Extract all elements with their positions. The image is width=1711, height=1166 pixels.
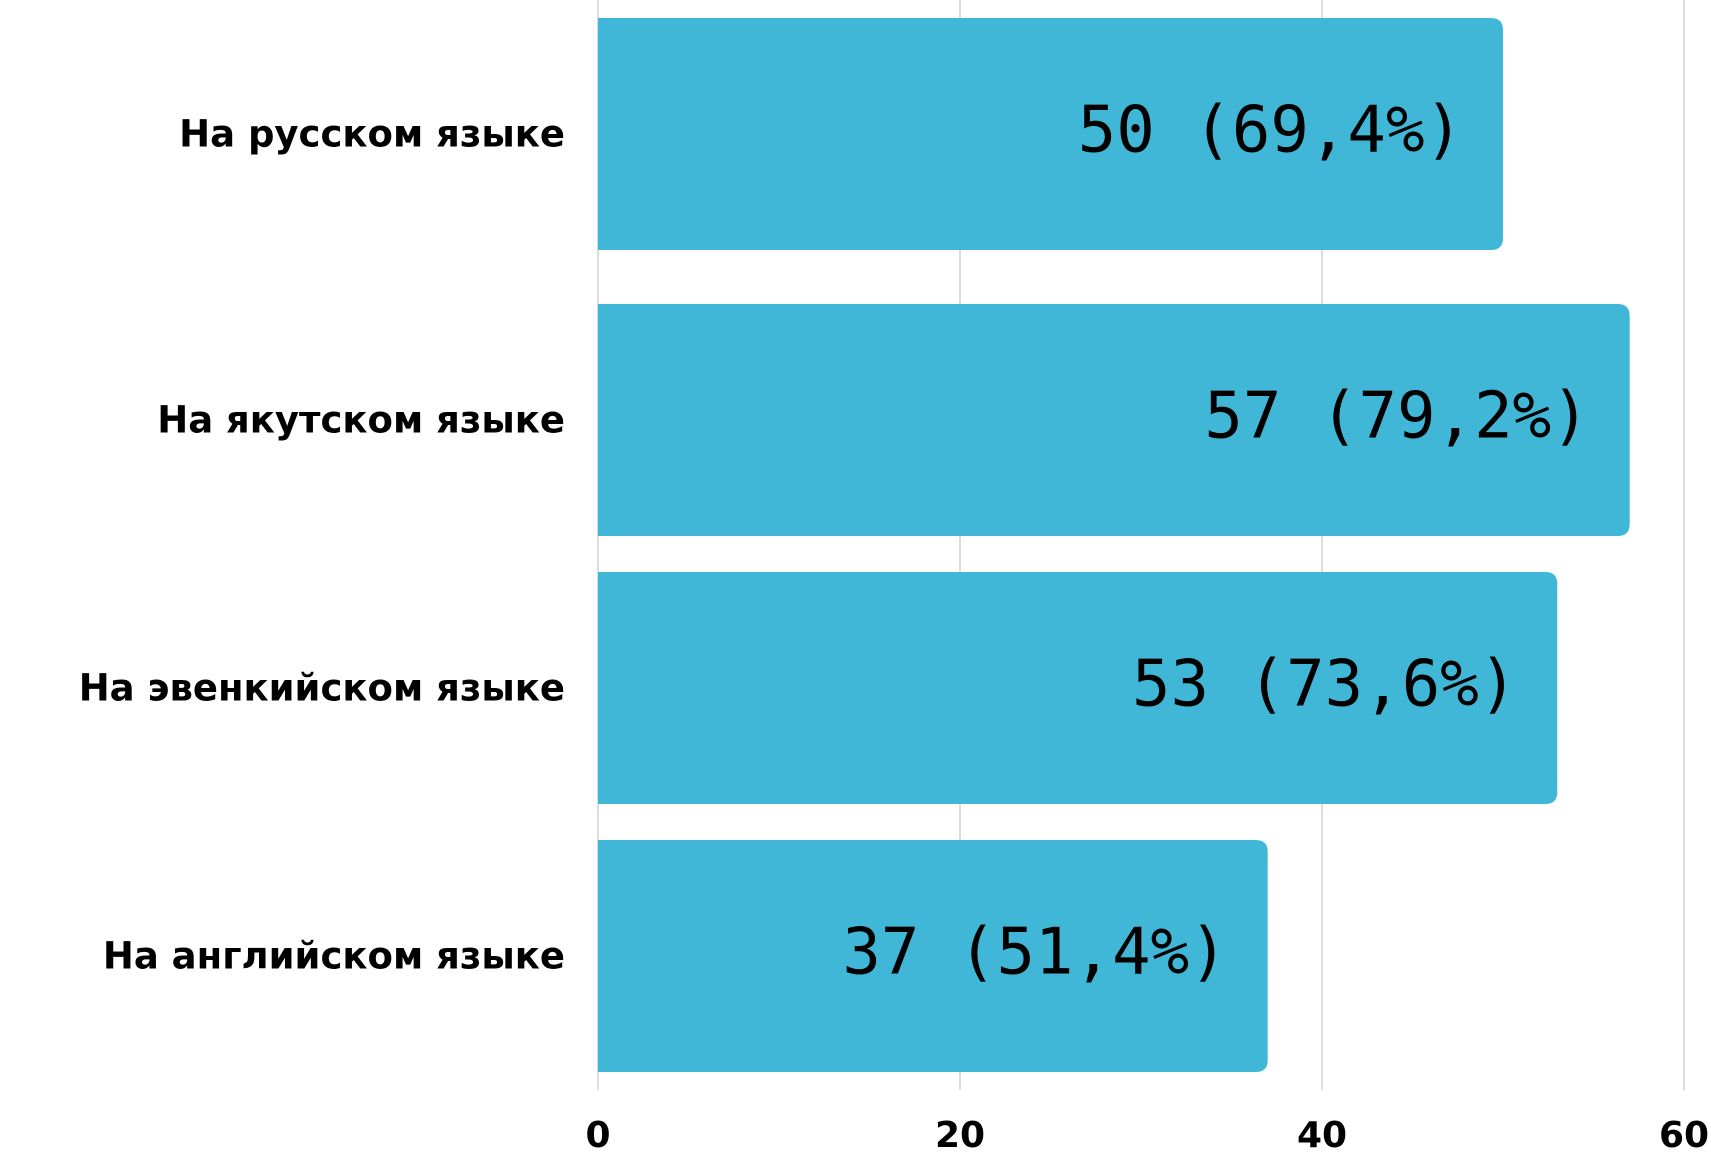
bar — [598, 304, 1630, 536]
bar — [598, 840, 1268, 1072]
x-tick-label: 40 — [1297, 1115, 1347, 1156]
category-label: На русском языке — [179, 113, 565, 156]
category-label: На эвенкийском языке — [79, 667, 565, 710]
x-tick-label: 20 — [935, 1115, 985, 1156]
x-tick-label: 0 — [585, 1115, 610, 1156]
value-label: 50 (69,4%) — [1078, 94, 1463, 168]
value-label: 57 (79,2%) — [1204, 380, 1589, 454]
bar — [598, 18, 1503, 250]
value-label: 53 (73,6%) — [1132, 648, 1517, 722]
value-label: 37 (51,4%) — [842, 916, 1227, 990]
x-tick-label: 60 — [1659, 1115, 1709, 1156]
bar — [598, 572, 1558, 804]
category-label: На английском языке — [103, 935, 565, 978]
category-label: На якутском языке — [157, 399, 565, 442]
